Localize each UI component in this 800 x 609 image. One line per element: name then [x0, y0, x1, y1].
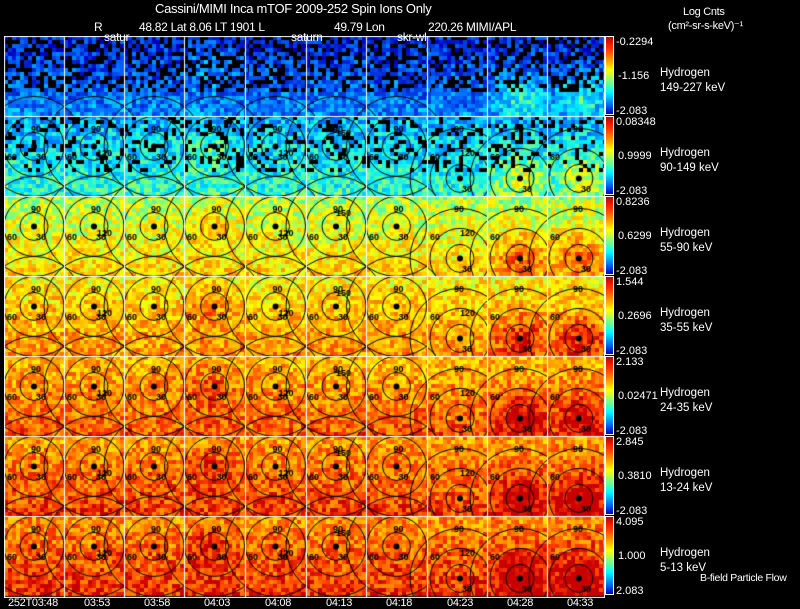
energy-spectrogram-grid: [4, 36, 605, 598]
colorbar-mid: 0.6299: [618, 230, 652, 242]
colorbar: [605, 116, 614, 195]
energy-range-label: 149-227 keV: [660, 82, 726, 94]
time-tick-label: 04:23: [447, 597, 474, 609]
event-label-satur: satur: [104, 30, 130, 44]
colorbar-max: 2.845: [616, 436, 644, 448]
time-tick-label: 03:58: [144, 597, 171, 609]
colorbar-max: 1.544: [616, 276, 644, 288]
colorbar-min: -2.083: [616, 505, 648, 517]
energy-range-label: 90-149 keV: [660, 162, 719, 174]
species-label: Hydrogen: [660, 467, 710, 479]
colorbar-max: 0.8236: [616, 196, 650, 208]
plot-title: Cassini/MIMI Inca mTOF 2009-252 Spin Ion…: [155, 1, 432, 16]
colorbar-mid: 1.000: [618, 550, 646, 562]
species-label: Hydrogen: [660, 547, 710, 559]
time-tick-label: 03:53: [84, 597, 111, 609]
species-label: Hydrogen: [660, 387, 710, 399]
time-tick-label: 04:28: [507, 597, 534, 609]
colorbar-mid: 0.2696: [618, 310, 652, 322]
colorbar-min: -2.083: [616, 105, 648, 117]
species-label: Hydrogen: [660, 307, 710, 319]
colorbar-max: 0.08348: [616, 116, 656, 128]
colorbar: [605, 196, 614, 275]
colorbar: [605, 436, 614, 515]
time-tick-label: 04:13: [326, 597, 353, 609]
lon-readout: 49.79 Lon: [334, 20, 385, 34]
time-tick-label: 04:33: [567, 597, 594, 609]
species-label: Hydrogen: [660, 147, 710, 159]
colorbar: [605, 276, 614, 355]
colorbar: [605, 516, 614, 595]
colorbar-mid: 0.02471: [618, 390, 658, 402]
species-label: Hydrogen: [660, 227, 710, 239]
units-label: (cm²-sr-s-keV)⁻¹: [668, 20, 743, 32]
legend-note: B-field Particle Flow: [700, 572, 787, 584]
units-title: Log Cnts: [683, 6, 725, 18]
colorbar: [605, 356, 614, 435]
source-readout: 220.26 MIMI/APL: [428, 20, 517, 34]
colorbar-max: 2.133: [616, 356, 644, 368]
colorbar-min: -2.083: [616, 425, 648, 437]
colorbar-min: -2.083: [616, 345, 648, 357]
colorbar-max: 4.095: [616, 516, 644, 528]
species-label: Hydrogen: [660, 67, 710, 79]
colorbar-mid: 0.9999: [618, 150, 652, 162]
energy-range-label: 13-24 keV: [660, 482, 713, 494]
time-tick-label: 04:18: [386, 597, 413, 609]
event-label-skr-wl: skr-wl: [397, 30, 427, 44]
colorbar-min: -2.083: [616, 185, 648, 197]
lat-lt-readout: 48.82 Lat 8.06 LT 1901 L: [139, 20, 265, 34]
colorbar-min: 2.083: [616, 585, 644, 597]
colorbar: [605, 36, 614, 115]
r-label: R: [94, 20, 103, 34]
energy-range-label: 55-90 keV: [660, 242, 713, 254]
event-label-saturn: saturn: [291, 30, 323, 44]
energy-range-label: 35-55 keV: [660, 322, 713, 334]
time-tick-label: 04:03: [204, 597, 231, 609]
time-tick-label: 04:08: [265, 597, 292, 609]
colorbar-mid: 0.3810: [618, 470, 652, 482]
energy-range-label: 24-35 keV: [660, 402, 713, 414]
energy-range-label: 5-13 keV: [660, 562, 707, 574]
colorbar-min: -2.083: [616, 265, 648, 277]
colorbar-mid: -1.156: [618, 70, 650, 82]
time-tick-label: 252T03:48: [8, 597, 58, 609]
colorbar-max: -0.2294: [616, 36, 654, 48]
